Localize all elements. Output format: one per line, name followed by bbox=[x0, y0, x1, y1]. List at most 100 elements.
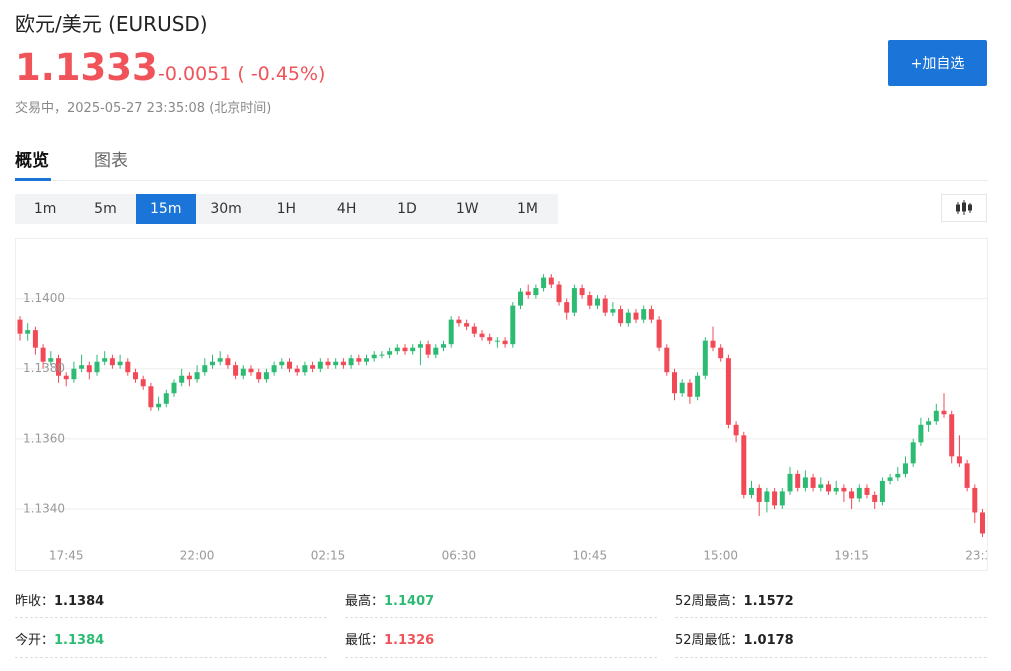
stat-label: 52周最低： bbox=[675, 633, 744, 648]
candle-body bbox=[964, 463, 970, 488]
interval-button[interactable]: 30m bbox=[210, 201, 242, 217]
candle-body bbox=[294, 368, 300, 373]
interval-button[interactable]: 1D bbox=[397, 201, 417, 217]
candle-body bbox=[587, 295, 593, 306]
candle-body bbox=[602, 298, 608, 313]
stat-value: 1.1326 bbox=[384, 633, 435, 648]
tab[interactable]: 图表 bbox=[94, 151, 128, 171]
stat-label: 最高： bbox=[345, 594, 385, 609]
candle-body bbox=[263, 372, 269, 380]
divider bbox=[675, 657, 987, 658]
divider bbox=[675, 617, 987, 618]
candle-body bbox=[156, 403, 162, 408]
stat: 最低：1.1326 bbox=[345, 629, 434, 648]
candle-body bbox=[949, 414, 955, 457]
interval-button[interactable]: 1m bbox=[33, 201, 57, 217]
interval-button[interactable]: 15m bbox=[135, 194, 196, 224]
candle-body bbox=[456, 319, 462, 324]
candle-body bbox=[733, 424, 739, 436]
candle-body bbox=[664, 347, 670, 373]
candle-body bbox=[787, 473, 793, 492]
candle-body bbox=[32, 330, 38, 348]
candle-body bbox=[864, 487, 870, 495]
interval-button[interactable]: 1H bbox=[276, 201, 297, 217]
candle-body bbox=[202, 365, 208, 373]
interval-button[interactable]: 1M bbox=[517, 201, 539, 217]
candle-icon bbox=[956, 200, 972, 215]
chart: 1.1340 1.1360 1.1380 1.1400 17:45 22:00 02:15 0… bbox=[15, 238, 988, 571]
candle-body bbox=[433, 347, 439, 355]
candle-body bbox=[702, 340, 708, 376]
candle-body bbox=[972, 487, 978, 513]
candle-body bbox=[918, 424, 924, 443]
candle-body bbox=[194, 372, 200, 380]
interval-button[interactable]: 5m bbox=[94, 201, 117, 217]
candle-body bbox=[525, 291, 531, 296]
tab[interactable]: 概览 bbox=[15, 151, 49, 171]
x-tick-label: 10:45 bbox=[573, 549, 608, 563]
candle-body bbox=[856, 487, 862, 499]
x-tick-label: 15:00 bbox=[703, 549, 738, 563]
x-tick-label: 02:15 bbox=[311, 549, 346, 563]
candle-body bbox=[656, 319, 662, 348]
stat: 昨收：1.1384 bbox=[15, 590, 104, 609]
y-tick-label: 1.1400 bbox=[23, 291, 65, 305]
candle-body bbox=[826, 484, 831, 492]
price: 1.1333 bbox=[15, 46, 158, 89]
stat-label: 昨收： bbox=[15, 594, 55, 609]
candle-body bbox=[171, 382, 177, 394]
candle-body bbox=[410, 347, 416, 352]
candle-body bbox=[133, 372, 138, 380]
candle-body bbox=[941, 410, 947, 415]
candle-body bbox=[956, 456, 962, 464]
candle-body bbox=[417, 344, 423, 348]
candle-body bbox=[756, 487, 762, 502]
candle-body bbox=[494, 340, 500, 342]
stat-label: 52周最高： bbox=[675, 594, 744, 609]
candle-body bbox=[240, 368, 246, 376]
candle-body bbox=[895, 473, 901, 478]
candle-body bbox=[887, 477, 893, 481]
candle-body bbox=[125, 361, 131, 373]
candle-body bbox=[425, 344, 431, 355]
candle-body bbox=[818, 484, 824, 488]
candle-body bbox=[348, 358, 354, 366]
candle-body bbox=[487, 337, 493, 341]
candle-body bbox=[618, 309, 624, 324]
interval-button[interactable]: 1W bbox=[455, 201, 479, 217]
candle-body bbox=[79, 365, 85, 369]
stat-label: 最低： bbox=[345, 633, 385, 648]
interval-button[interactable]: 4H bbox=[336, 201, 357, 217]
candle-body bbox=[233, 365, 239, 376]
candle-body bbox=[556, 284, 562, 303]
candle-body bbox=[302, 365, 308, 373]
candle-body bbox=[833, 487, 839, 492]
candle-body bbox=[510, 305, 516, 345]
candle-body bbox=[371, 354, 377, 359]
candle-body bbox=[63, 375, 69, 380]
candle-body bbox=[379, 354, 385, 356]
candle-body bbox=[186, 375, 192, 380]
candle-body bbox=[71, 368, 77, 380]
candle-body bbox=[872, 494, 878, 502]
candle-body bbox=[86, 365, 92, 373]
candle-body bbox=[725, 358, 731, 425]
stat-value: 1.1572 bbox=[743, 594, 794, 609]
interval-bar: 1m 5m 15m 30m 1H 4H 1D 1W 1M bbox=[15, 194, 558, 224]
candle-body bbox=[387, 351, 393, 355]
candle-body bbox=[641, 309, 647, 320]
chart-type-button[interactable] bbox=[941, 194, 987, 222]
candle-body bbox=[17, 319, 23, 334]
divider bbox=[15, 180, 988, 181]
y-tick-label: 1.1380 bbox=[23, 361, 65, 375]
candle-body bbox=[317, 361, 323, 369]
candle-body bbox=[779, 491, 785, 506]
candle-body bbox=[795, 473, 801, 488]
add-watchlist-button[interactable]: +加自选 bbox=[888, 40, 987, 86]
candle-body bbox=[879, 480, 885, 502]
candle-body bbox=[849, 491, 855, 499]
divider bbox=[345, 617, 657, 618]
candle-body bbox=[548, 277, 554, 285]
candle-body bbox=[402, 347, 408, 352]
candle-body bbox=[633, 312, 639, 320]
